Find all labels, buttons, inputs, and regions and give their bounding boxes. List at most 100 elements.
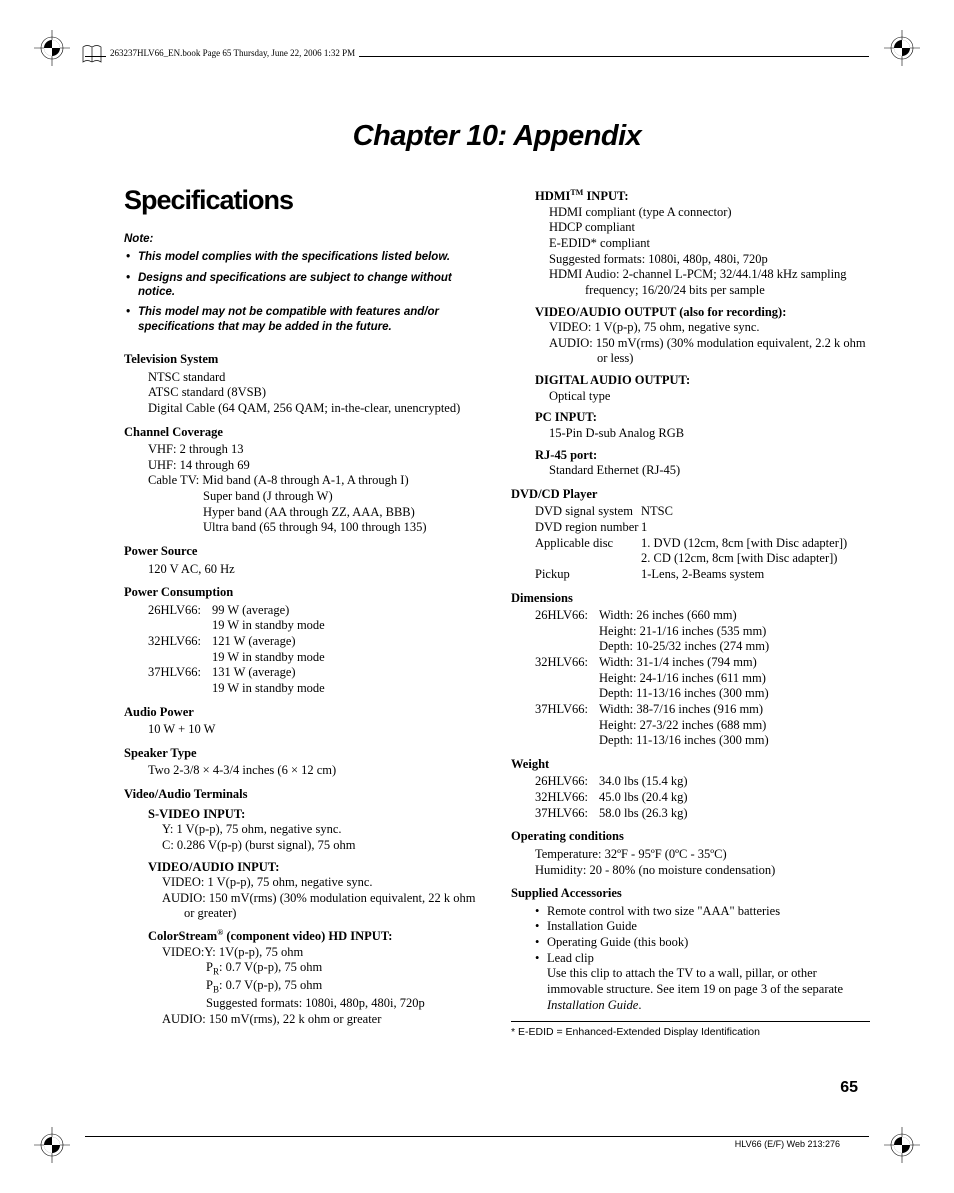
header-text: 263237HLV66_EN.book Page 65 Thursday, Ju…: [106, 48, 359, 58]
spec-body: 26HLV66:Width: 26 inches (660 mm) Height…: [511, 608, 870, 749]
left-column: Specifications Note: This model complies…: [124, 184, 483, 1039]
sub-heading: S-VIDEO INPUT:: [124, 807, 483, 823]
spec-line: 120 V AC, 60 Hz: [124, 562, 483, 578]
spec-line: PR: 0.7 V(p-p), 75 ohm: [162, 960, 483, 978]
spec-heading: Dimensions: [511, 591, 870, 607]
spec-heading: Video/Audio Terminals: [124, 787, 483, 803]
sub-heading: HDMITM INPUT:: [511, 188, 870, 205]
spec-line: AUDIO: 150 mV(rms) (30% modulation equiv…: [162, 891, 483, 922]
spec-body: VHF: 2 through 13 UHF: 14 through 69 Cab…: [124, 442, 483, 536]
spec-line: E-EDID* compliant: [549, 236, 870, 252]
spec-row: 19 W in standby mode: [148, 618, 483, 634]
spec-row: 37HLV66:Width: 38-7/16 inches (916 mm): [535, 702, 870, 718]
spec-body: 26HLV66:34.0 lbs (15.4 kg) 32HLV66:45.0 …: [511, 774, 870, 821]
spec-body: HDMI compliant (type A connector) HDCP c…: [511, 205, 870, 299]
accessory-note: Use this clip to attach the TV to a wall…: [511, 966, 870, 1013]
section-title: Specifications: [124, 184, 483, 218]
list-item: Operating Guide (this book): [535, 935, 870, 951]
spec-heading: Power Consumption: [124, 585, 483, 601]
spec-row: 32HLV66:45.0 lbs (20.4 kg): [535, 790, 870, 806]
footer-code: HLV66 (E/F) Web 213:276: [731, 1139, 844, 1149]
spec-heading: DVD/CD Player: [511, 487, 870, 503]
spec-heading: Audio Power: [124, 705, 483, 721]
spec-row: 37HLV66:131 W (average): [148, 665, 483, 681]
spec-heading: Weight: [511, 757, 870, 773]
spec-line: ATSC standard (8VSB): [148, 385, 483, 401]
list-item: Lead clip: [535, 951, 870, 967]
spec-line: PB: 0.7 V(p-p), 75 ohm: [162, 978, 483, 996]
spec-line: UHF: 14 through 69: [148, 458, 483, 474]
spec-row: 26HLV66:99 W (average): [148, 603, 483, 619]
spec-row: 26HLV66:34.0 lbs (15.4 kg): [535, 774, 870, 790]
spec-line: Temperature: 32ºF - 95ºF (0ºC - 35ºC): [535, 847, 870, 863]
crop-mark-icon: [34, 1127, 70, 1163]
sub-heading: DIGITAL AUDIO OUTPUT:: [511, 373, 870, 389]
spec-line: Y: 1 V(p-p), 75 ohm, negative sync.: [162, 822, 483, 838]
spec-heading: Operating conditions: [511, 829, 870, 845]
spec-row: 32HLV66:Width: 31-1/4 inches (794 mm): [535, 655, 870, 671]
spec-body: VIDEO:Y: 1V(p-p), 75 ohm PR: 0.7 V(p-p),…: [124, 945, 483, 1027]
spec-line: Ultra band (65 through 94, 100 through 1…: [148, 520, 483, 536]
spec-line: AUDIO: 150 mV(rms), 22 k ohm or greater: [162, 1012, 483, 1028]
spec-line: VHF: 2 through 13: [148, 442, 483, 458]
spec-line: Humidity: 20 - 80% (no moisture condensa…: [535, 863, 870, 879]
spec-line: C: 0.286 V(p-p) (burst signal), 75 ohm: [162, 838, 483, 854]
spec-heading: Supplied Accessories: [511, 886, 870, 902]
spec-row: 37HLV66:58.0 lbs (26.3 kg): [535, 806, 870, 822]
list-item: Remote control with two size "AAA" batte…: [535, 904, 870, 920]
spec-line: NTSC standard: [148, 370, 483, 386]
spec-line: Digital Cable (64 QAM, 256 QAM; in-the-c…: [148, 401, 483, 417]
spec-body: Y: 1 V(p-p), 75 ohm, negative sync. C: 0…: [124, 822, 483, 853]
spec-line: Suggested formats: 1080i, 480p, 480i, 72…: [549, 252, 870, 268]
sub-heading: RJ-45 port:: [511, 448, 870, 464]
spec-line: Hyper band (AA through ZZ, AAA, BBB): [148, 505, 483, 521]
spec-row: Applicable disc1. DVD (12cm, 8cm [with D…: [535, 536, 870, 552]
spec-body: 26HLV66:99 W (average) 19 W in standby m…: [124, 603, 483, 697]
spec-heading: Power Source: [124, 544, 483, 560]
note-list: This model complies with the specificati…: [124, 250, 483, 334]
spec-row: Pickup1-Lens, 2-Beams system: [535, 567, 870, 583]
note-label: Note:: [124, 232, 483, 246]
sub-heading: PC INPUT:: [511, 410, 870, 426]
spec-body: Temperature: 32ºF - 95ºF (0ºC - 35ºC) Hu…: [511, 847, 870, 878]
spec-row: Height: 24-1/16 inches (611 mm): [535, 671, 870, 687]
spec-line: AUDIO: 150 mV(rms) (30% modulation equiv…: [549, 336, 870, 367]
note-item: This model may not be compatible with fe…: [124, 305, 483, 334]
spec-body: VIDEO: 1 V(p-p), 75 ohm, negative sync. …: [124, 875, 483, 922]
spec-line: HDMI compliant (type A connector): [549, 205, 870, 221]
crop-mark-icon: [34, 30, 70, 66]
spec-row: 19 W in standby mode: [148, 650, 483, 666]
spec-line: VIDEO: 1 V(p-p), 75 ohm, negative sync.: [549, 320, 870, 336]
right-column: HDMITM INPUT: HDMI compliant (type A con…: [511, 184, 870, 1039]
spec-body: DVD signal systemNTSC DVD region number1…: [511, 504, 870, 582]
spec-row: DVD signal systemNTSC: [535, 504, 870, 520]
spec-heading: Television System: [124, 352, 483, 368]
spec-body: NTSC standard ATSC standard (8VSB) Digit…: [124, 370, 483, 417]
spec-line: Standard Ethernet (RJ-45): [511, 463, 870, 479]
spec-row: DVD region number1: [535, 520, 870, 536]
note-item: Designs and specifications are subject t…: [124, 271, 483, 300]
spec-line: HDCP compliant: [549, 220, 870, 236]
book-icon: [80, 42, 104, 66]
spec-heading: Channel Coverage: [124, 425, 483, 441]
footer-rule: [85, 1136, 869, 1137]
spec-heading: Speaker Type: [124, 746, 483, 762]
footnote-rule: [511, 1021, 870, 1022]
spec-line: VIDEO: 1 V(p-p), 75 ohm, negative sync.: [162, 875, 483, 891]
spec-line: HDMI Audio: 2-channel L-PCM; 32/44.1/48 …: [549, 267, 870, 298]
sub-heading: ColorStream® (component video) HD INPUT:: [124, 928, 483, 945]
spec-line: Cable TV: Mid band (A-8 through A-1, A t…: [148, 473, 483, 489]
chapter-title: Chapter 10: Appendix: [124, 120, 870, 153]
crop-mark-icon: [884, 30, 920, 66]
spec-line: Super band (J through W): [148, 489, 483, 505]
spec-row: Height: 27-3/22 inches (688 mm): [535, 718, 870, 734]
spec-line: Two 2-3/8 × 4-3/4 inches (6 × 12 cm): [124, 763, 483, 779]
spec-row: 32HLV66:121 W (average): [148, 634, 483, 650]
accessories-list: Remote control with two size "AAA" batte…: [511, 904, 870, 967]
spec-row: Depth: 11-13/16 inches (300 mm): [535, 733, 870, 749]
spec-body: VIDEO: 1 V(p-p), 75 ohm, negative sync. …: [511, 320, 870, 367]
note-item: This model complies with the specificati…: [124, 250, 483, 264]
spec-row: 2. CD (12cm, 8cm [with Disc adapter]): [535, 551, 870, 567]
spec-row: Height: 21-1/16 inches (535 mm): [535, 624, 870, 640]
spec-line: Suggested formats: 1080i, 480p, 480i, 72…: [162, 996, 483, 1012]
